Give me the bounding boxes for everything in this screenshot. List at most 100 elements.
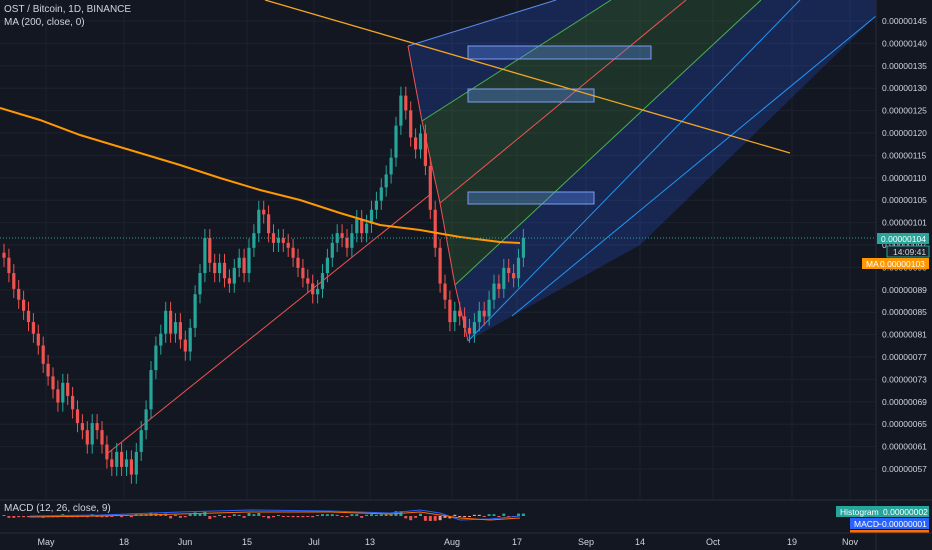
price-tick-label: 0.00000115 <box>882 150 927 160</box>
macd-bar <box>463 516 467 518</box>
macd-bar <box>360 516 364 518</box>
macd-bar <box>477 514 481 516</box>
macd-bar <box>198 513 202 516</box>
candle-body <box>120 451 124 467</box>
candle-body <box>374 200 378 210</box>
macd-bar <box>252 514 256 516</box>
macd-bar <box>487 514 491 516</box>
candle-body <box>267 214 271 234</box>
candle-body <box>26 310 31 323</box>
macd-tag-value: −0.00000001 <box>877 519 927 529</box>
macd-bar <box>22 516 26 518</box>
candle-body <box>41 345 45 364</box>
candle-body <box>222 262 227 279</box>
candle-body <box>178 322 182 340</box>
macd-bar <box>404 516 408 519</box>
grid-lines <box>0 0 876 500</box>
pitchfork-lower-line-1 <box>467 0 801 342</box>
price-tick-label: 0.00000097 <box>882 240 927 250</box>
macd-bar <box>105 516 109 518</box>
candle-body <box>56 389 60 403</box>
price-tick-label: 0.00000140 <box>882 38 927 48</box>
price-tick-label: 0.00000057 <box>882 464 927 474</box>
candle-body <box>443 283 447 300</box>
candle-body <box>198 273 202 295</box>
macd-bar <box>384 514 388 516</box>
pitchfork-drawing[interactable] <box>407 0 877 342</box>
candle-body <box>335 233 339 243</box>
price-tick-label: 0.00000125 <box>882 106 927 116</box>
candle-body <box>66 382 70 396</box>
candle-body <box>512 273 516 279</box>
price-tick-label: 0.00000077 <box>882 352 927 362</box>
candle-body <box>487 299 491 317</box>
candle-body <box>105 444 109 460</box>
ma200-line <box>0 107 521 244</box>
candle-body <box>149 370 153 410</box>
candle-body <box>262 209 266 215</box>
macd-bar <box>502 513 506 516</box>
time-tick-label: Nov <box>842 537 859 547</box>
candle-body <box>188 327 192 352</box>
price-tick-label: 0.00000135 <box>882 61 927 71</box>
target-box-1[interactable] <box>467 45 652 60</box>
candle-body <box>286 242 290 248</box>
candle-body <box>164 310 168 334</box>
macd-bar <box>100 516 104 518</box>
countdown-tag <box>886 245 930 258</box>
last-price-tag <box>877 233 929 244</box>
pitchfork-green-line-1 <box>421 0 612 122</box>
macd-bar <box>414 516 418 518</box>
macd-bar <box>183 516 187 518</box>
macd-bar <box>316 515 320 516</box>
support-trendline[interactable] <box>107 192 433 454</box>
macd-bar <box>321 514 324 516</box>
macd-bar <box>174 514 177 516</box>
time-tick-label: Jul <box>308 537 320 547</box>
candle-body <box>458 310 462 317</box>
candle-body <box>242 257 246 274</box>
ma-price-tag <box>862 258 929 269</box>
candle-body <box>389 157 393 175</box>
time-tick-label: May <box>37 537 55 547</box>
macd-bar <box>7 516 11 518</box>
histogram-tag-label: Histogram <box>840 507 879 517</box>
time-tick-label: 13 <box>365 537 375 547</box>
candle-body <box>497 283 501 289</box>
candle-body <box>301 267 305 279</box>
price-tick-label: 0.00000120 <box>882 128 927 138</box>
macd-bar <box>2 515 6 516</box>
macd-bar <box>468 516 471 517</box>
candle-body <box>115 451 119 467</box>
macd-bar <box>306 516 310 517</box>
candle-body <box>516 257 521 279</box>
target-box-3[interactable] <box>467 191 595 205</box>
macd-bar <box>330 514 334 516</box>
price-tick-label: 0.00000069 <box>882 397 927 407</box>
candlestick-series <box>2 86 525 484</box>
candle-body <box>296 257 300 268</box>
last-price-value: 0.00000104 <box>881 234 926 244</box>
candle-body <box>472 322 476 334</box>
macd-bar <box>335 514 339 516</box>
candle-body <box>507 267 511 274</box>
macd-bar <box>281 516 285 517</box>
macd-bar <box>438 516 442 521</box>
pitchfork-lower-fill <box>455 0 876 341</box>
macd-line <box>29 509 521 521</box>
time-tick-label: Jun <box>178 537 193 547</box>
macd-bar <box>345 516 349 518</box>
macd-bar <box>120 516 124 518</box>
macd-bar <box>12 516 16 518</box>
time-tick-label: 15 <box>242 537 252 547</box>
time-tick-label: 14 <box>635 537 645 547</box>
candle-body <box>134 451 138 475</box>
time-axis-ticks[interactable]: May 18 Jun 15 Jul 13 Aug 17 Sep 14 Oct 19 Nov <box>37 537 858 547</box>
macd-bar <box>389 513 393 516</box>
macd-bar <box>178 516 182 518</box>
resistance-trendline[interactable] <box>264 0 791 154</box>
candle-body <box>75 409 80 424</box>
candle-body <box>340 233 344 238</box>
macd-bar <box>325 514 329 516</box>
